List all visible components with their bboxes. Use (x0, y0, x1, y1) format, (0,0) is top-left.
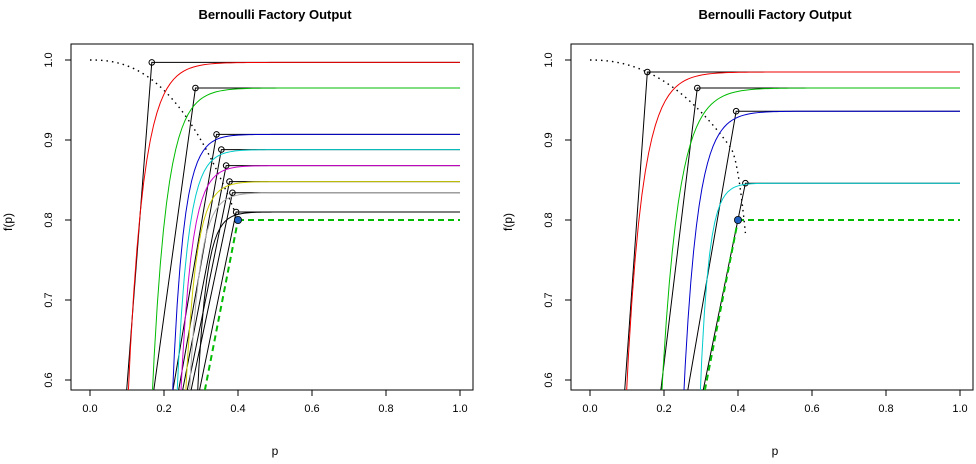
right-x-tick-label: 1.0 (952, 403, 967, 415)
left-x-tick-label: 1.0 (452, 403, 467, 415)
left-knot-point (192, 84, 199, 92)
left-series-line (186, 181, 460, 390)
right-series-curve (683, 110, 960, 390)
right-chart-panel: Bernoulli Factory Output p f(p) 0.0 0.2 0.… (501, 7, 974, 458)
left-plot-frame (70, 43, 474, 391)
left-knot-point (222, 162, 230, 169)
right-x-tick-label: 0.0 (582, 403, 597, 415)
left-plot-area (90, 59, 460, 390)
right-chart-title: Bernoulli Factory Output (698, 7, 852, 22)
right-plot-area (589, 59, 960, 390)
right-series-curve (626, 71, 960, 390)
right-y-tick-label: 0.9 (543, 132, 555, 147)
right-knot-point (742, 179, 749, 187)
left-x-tick-label: 0.8 (378, 403, 393, 415)
left-series-curve (172, 133, 460, 390)
left-y-tick-label: 0.8 (43, 212, 55, 227)
right-x-axis-label: p (772, 444, 779, 458)
left-series-line (199, 211, 460, 390)
right-x-tick-label: 0.4 (730, 403, 745, 415)
right-y-axis-label: f(p) (501, 213, 515, 231)
left-series-curve (180, 165, 460, 390)
left-x-tick-label: 0.0 (82, 403, 97, 415)
right-x-tick-label: 0.8 (878, 403, 893, 415)
left-series-curve (127, 61, 460, 390)
left-y-tick-label: 0.7 (43, 292, 55, 307)
left-series-curve (176, 149, 460, 390)
left-series-line (172, 133, 460, 390)
left-target-approach-line (203, 219, 239, 390)
right-y-tick-label: 0.8 (543, 212, 555, 227)
right-series-line (660, 87, 960, 390)
left-series-curve (197, 211, 460, 390)
left-chart-title: Bernoulli Factory Output (198, 7, 352, 22)
left-series-line (190, 192, 460, 390)
right-plot-frame (570, 43, 974, 391)
left-knot-point (218, 146, 225, 153)
left-series-curve (185, 181, 460, 390)
right-y-tick-label: 1.0 (543, 52, 555, 67)
right-x-tick-label: 0.6 (804, 403, 819, 415)
left-x-tick-label: 0.2 (156, 403, 171, 415)
right-target-approach-line (703, 219, 739, 390)
left-target-point (233, 215, 242, 224)
left-y-tick-label: 0.9 (43, 132, 55, 147)
left-y-axis-label: f(p) (1, 213, 15, 231)
right-knot-point (732, 107, 740, 115)
right-target-point (734, 215, 743, 224)
right-target-function (589, 59, 747, 234)
left-knot-point (226, 178, 233, 185)
right-knot-point (694, 84, 701, 92)
right-x-tick-label: 0.2 (656, 403, 671, 415)
right-y-tick-label: 0.7 (543, 292, 555, 307)
left-y-tick-label: 0.6 (43, 372, 55, 387)
left-knot-point (148, 59, 156, 66)
left-series-curve (152, 87, 460, 390)
left-x-tick-label: 0.6 (304, 403, 319, 415)
right-series-curve (661, 87, 960, 390)
left-y-tick-label: 1.0 (43, 52, 55, 67)
left-x-tick-label: 0.4 (230, 403, 245, 415)
left-series-line (178, 149, 460, 390)
left-knot-point (229, 189, 236, 197)
right-y-tick-label: 0.6 (543, 372, 555, 387)
right-knot-point (644, 68, 651, 76)
right-series-curve (699, 182, 960, 390)
left-target-function (90, 59, 239, 221)
left-series-curve (189, 192, 460, 390)
left-chart-panel: Bernoulli Factory Output p f(p) 0.0 0.2 0.… (1, 7, 474, 458)
left-x-axis-label: p (272, 444, 279, 458)
left-knot-point (213, 131, 220, 138)
right-series-line (687, 110, 960, 390)
